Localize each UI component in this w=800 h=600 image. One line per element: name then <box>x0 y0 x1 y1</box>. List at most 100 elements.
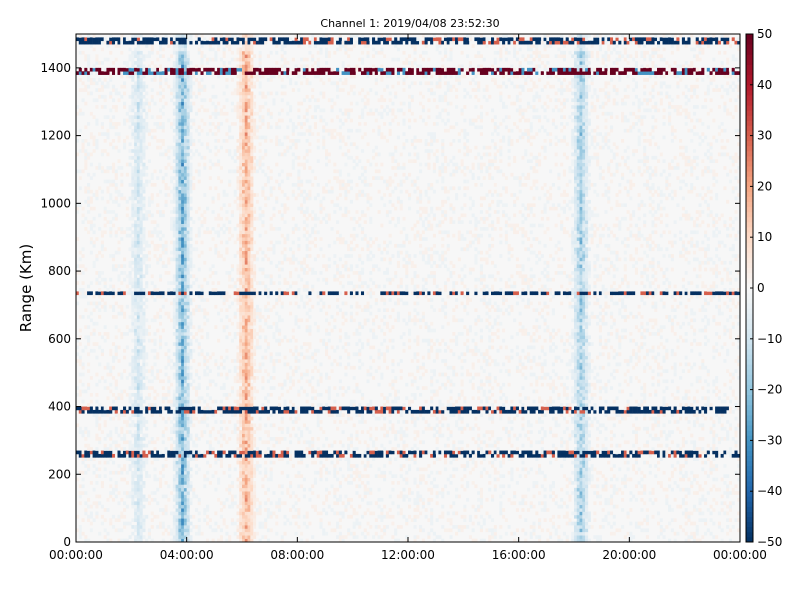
heatmap-cell <box>142 325 146 329</box>
heatmap-cell <box>217 406 221 411</box>
heatmap-cell <box>117 433 121 438</box>
heatmap-cell <box>172 44 176 48</box>
heatmap-cell <box>247 477 251 482</box>
heatmap-cell <box>164 37 168 42</box>
heatmap-cell <box>136 149 140 153</box>
heatmap-cell <box>181 267 185 272</box>
heatmap-cell <box>178 328 182 333</box>
heatmap-cell <box>181 74 185 79</box>
heatmap-cell <box>269 437 273 441</box>
heatmap-cell <box>236 345 240 350</box>
heatmap-cell <box>120 74 124 79</box>
heatmap-cell <box>111 392 116 397</box>
heatmap-cell <box>253 264 257 268</box>
heatmap-cell <box>275 352 279 357</box>
heatmap-cell <box>242 535 246 539</box>
heatmap-cell <box>120 166 124 170</box>
heatmap-cell <box>139 294 143 299</box>
heatmap-cell <box>117 250 121 255</box>
heatmap-cell <box>156 355 160 360</box>
heatmap-cell <box>214 57 218 62</box>
heatmap-cell <box>242 457 246 462</box>
heatmap-cell <box>242 277 246 282</box>
heatmap-cell <box>242 359 246 363</box>
heatmap-cell <box>134 355 138 360</box>
heatmap-cell <box>211 122 215 126</box>
heatmap-cell <box>222 67 226 72</box>
heatmap-cell <box>186 155 190 160</box>
heatmap-cell <box>147 392 151 397</box>
heatmap-cell <box>178 294 182 299</box>
heatmap-cell <box>242 538 246 543</box>
heatmap-cell <box>150 67 154 72</box>
heatmap-cell <box>142 81 146 86</box>
heatmap-cell <box>84 294 88 299</box>
heatmap-cell <box>134 240 138 245</box>
heatmap-cell <box>217 71 221 75</box>
heatmap-cell <box>136 511 140 516</box>
heatmap-cell <box>192 399 196 404</box>
heatmap-cell <box>189 406 193 411</box>
heatmap-cell <box>178 514 182 519</box>
heatmap-cell <box>170 91 174 96</box>
heatmap-cell <box>87 497 91 502</box>
heatmap-cell <box>272 281 276 285</box>
heatmap-cell <box>125 61 129 65</box>
heatmap-cell <box>95 467 99 472</box>
heatmap-cell <box>211 37 215 42</box>
heatmap-cell <box>134 342 138 346</box>
heatmap-cell <box>136 372 140 377</box>
heatmap-cell <box>247 460 251 465</box>
heatmap-cell <box>103 460 107 465</box>
heatmap-cell <box>244 264 248 268</box>
heatmap-cell <box>277 484 282 489</box>
heatmap-cell <box>84 426 88 431</box>
heatmap-cell <box>156 409 160 414</box>
heatmap-cell <box>250 132 254 136</box>
heatmap-cell <box>109 348 113 353</box>
heatmap-cell <box>78 264 82 268</box>
heatmap-cell <box>230 78 234 82</box>
heatmap-cell <box>197 284 201 289</box>
heatmap-cell <box>92 308 96 313</box>
heatmap-cell <box>253 135 257 140</box>
heatmap-cell <box>136 281 140 285</box>
heatmap-cell <box>89 528 93 533</box>
heatmap-cell <box>258 135 262 140</box>
heatmap-cell <box>84 430 88 434</box>
heatmap-cell <box>186 450 190 455</box>
heatmap-cell <box>247 267 251 272</box>
heatmap-cell <box>253 389 257 394</box>
heatmap-cell <box>164 166 168 170</box>
heatmap-cell <box>186 254 190 258</box>
heatmap-cell <box>172 227 176 231</box>
heatmap-cell <box>136 365 140 370</box>
heatmap-cell <box>242 216 246 221</box>
heatmap-cell <box>81 477 85 482</box>
heatmap-cell <box>142 335 146 340</box>
heatmap-cell <box>89 481 93 485</box>
heatmap-cell <box>139 98 143 103</box>
heatmap-cell <box>192 152 196 157</box>
heatmap-cell <box>106 81 110 86</box>
heatmap-cell <box>170 223 174 228</box>
heatmap-cell <box>87 406 91 411</box>
heatmap-cell <box>211 264 215 268</box>
heatmap-cell <box>264 254 268 258</box>
heatmap-cell <box>186 304 190 309</box>
heatmap-cell <box>183 342 187 346</box>
heatmap-cell <box>244 386 248 390</box>
heatmap-cell <box>164 240 168 245</box>
heatmap-cell <box>181 352 185 357</box>
heatmap-cell <box>183 84 187 89</box>
heatmap-cell <box>111 497 116 502</box>
heatmap-cell <box>266 508 270 512</box>
heatmap-cell <box>103 57 107 62</box>
heatmap-cell <box>189 338 193 343</box>
heatmap-cell <box>244 88 248 92</box>
heatmap-cell <box>255 40 259 45</box>
heatmap-cell <box>258 521 262 526</box>
heatmap-cell <box>181 376 185 380</box>
heatmap-cell <box>181 162 185 167</box>
heatmap-cell <box>142 348 146 353</box>
